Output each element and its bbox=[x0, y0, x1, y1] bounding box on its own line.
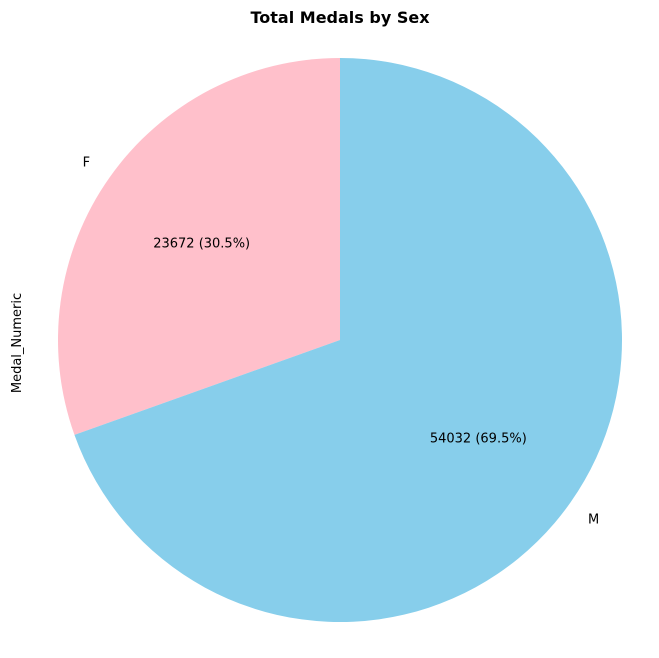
pie-slice-f bbox=[57, 58, 340, 435]
slice-value-label-f: 23672 (30.5%) bbox=[153, 237, 250, 252]
pie-slice-m bbox=[74, 57, 622, 622]
chart-title: Total Medals by Sex bbox=[250, 8, 430, 27]
slice-value-label-m: 54032 (69.5%) bbox=[430, 431, 527, 446]
slice-category-label-m: M bbox=[588, 513, 599, 528]
slice-category-label-f: F bbox=[83, 155, 90, 170]
y-axis-label: Medal_Numeric bbox=[10, 293, 25, 393]
pie-slices bbox=[57, 57, 622, 622]
pie-labels: F 23672 (30.5%) M 54032 (69.5%) bbox=[83, 155, 600, 527]
